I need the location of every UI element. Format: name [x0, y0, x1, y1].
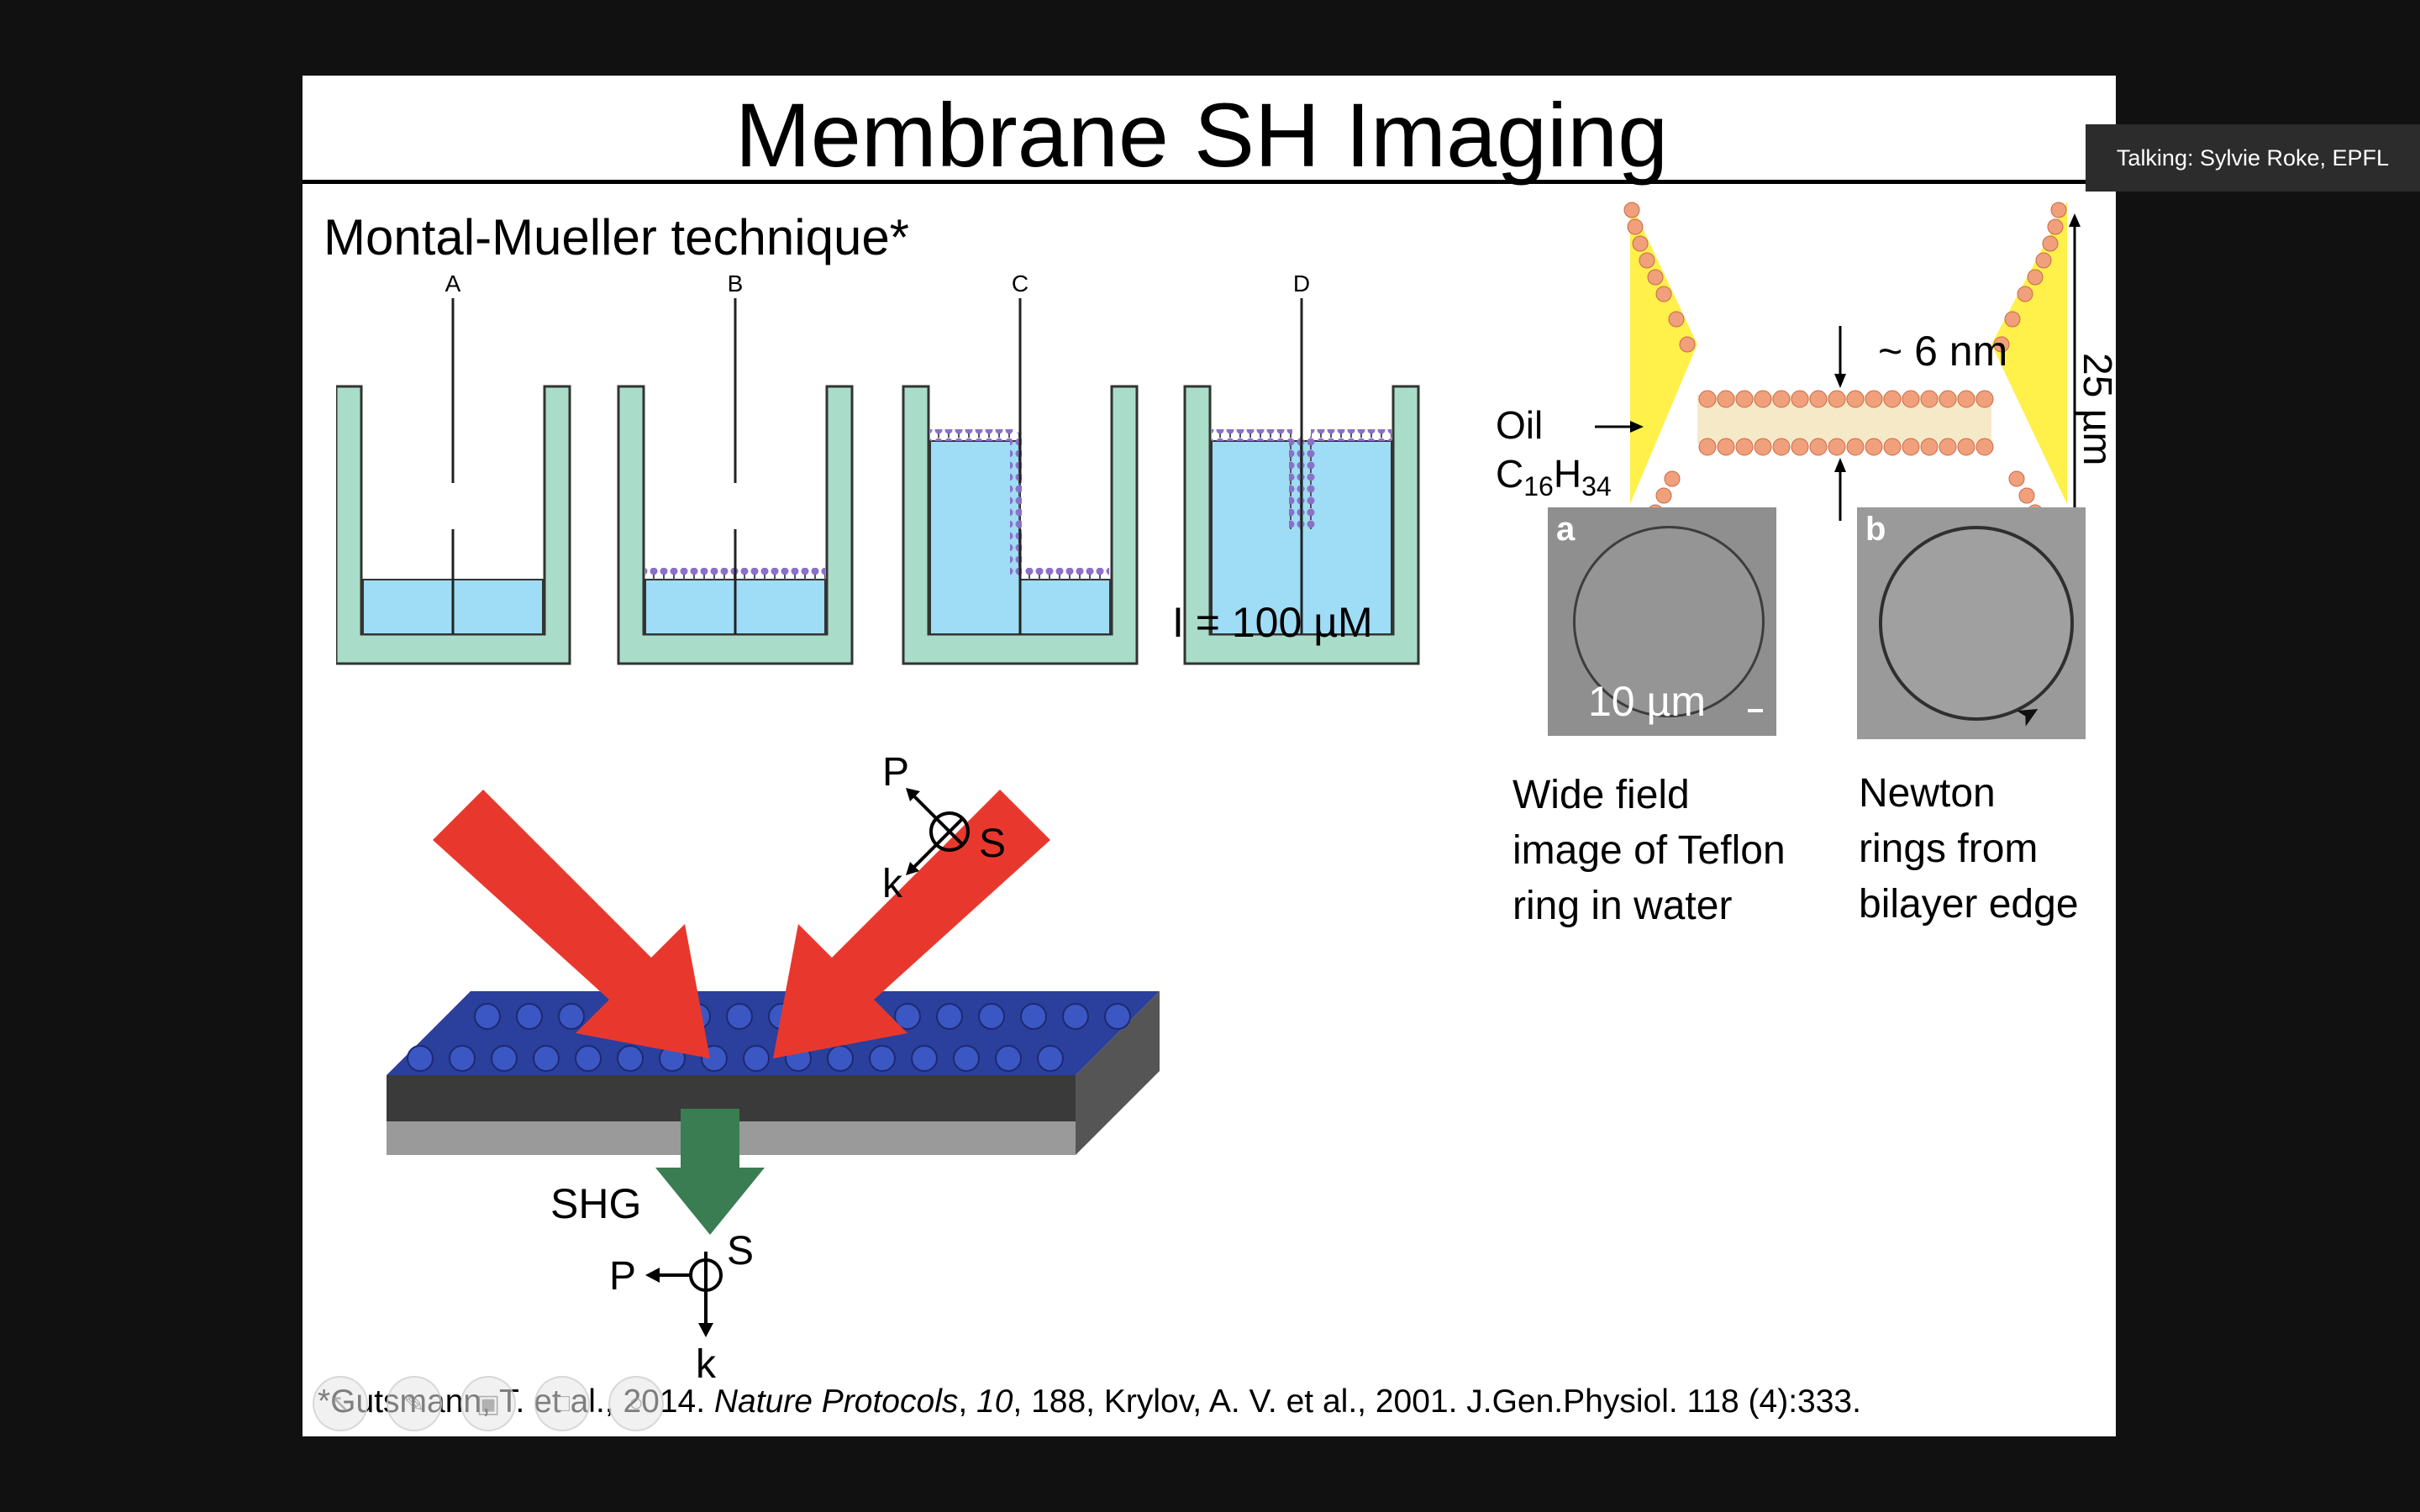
micrograph-a: a 10 µm	[1548, 507, 1776, 736]
pointer-icon[interactable]: ↖	[313, 1376, 368, 1431]
image-icon[interactable]: ▣	[460, 1376, 516, 1431]
title-divider	[302, 180, 2116, 184]
formula-sub-34: 34	[1581, 471, 1612, 501]
footnote-part3: , 188, Krylov, A. V. et al., 2001. J.Gen…	[1013, 1383, 1861, 1420]
caption-wide-field: Wide field image of Teflon ring in water	[1512, 768, 1786, 934]
oil-label: Oil	[1496, 403, 1543, 447]
footnote-volume: 10	[976, 1383, 1013, 1420]
concentration-label: I = 100 µM	[1172, 599, 1373, 646]
k-top-label: k	[882, 862, 903, 906]
chamber-panel-a: A	[336, 273, 571, 665]
active-speaker-indicator: Talking: Sylvie Roke, EPFL	[2086, 124, 2420, 192]
footnote-part2: ,	[958, 1383, 977, 1420]
meeting-top-bar	[0, 0, 2420, 76]
micrograph-a-letter: a	[1556, 511, 1576, 548]
s-top-label: S	[979, 822, 1006, 866]
slide-title: Membrane SH Imaging	[734, 84, 1669, 186]
chamber-diagram: A B C D	[336, 273, 1420, 665]
formula-sub-16: 16	[1523, 471, 1554, 501]
panel-label-a: A	[445, 273, 461, 297]
bilayer-thickness-label: ~ 6 nm	[1878, 328, 2007, 375]
s-bottom-label: S	[727, 1229, 754, 1273]
pen-icon[interactable]: ✎	[387, 1376, 442, 1431]
chamber-panel-d: D	[1183, 273, 1420, 665]
scale-bar	[1748, 709, 1763, 712]
caption-right-line-2: rings from	[1859, 827, 2039, 871]
caption-left-line-1: Wide field	[1512, 773, 1690, 817]
record-icon[interactable]: ○	[608, 1376, 664, 1431]
annotation-toolbar: ↖ ✎ ▣ □ ○	[313, 1376, 664, 1431]
chamber-panel-c: C	[902, 273, 1139, 665]
caption-right-line-1: Newton	[1859, 771, 1996, 816]
k-bottom-label: k	[696, 1342, 717, 1386]
p-bottom-label: P	[609, 1254, 636, 1299]
panel-label-b: B	[728, 273, 744, 297]
shg-label: SHG	[550, 1180, 641, 1227]
panel-label-d: D	[1293, 273, 1310, 297]
caption-right-line-3: bilayer edge	[1859, 882, 2079, 927]
chat-icon[interactable]: □	[534, 1376, 590, 1431]
bilayer-schematic: ~ 6 nm Oil C16H34 25 µm	[1496, 202, 2116, 576]
chamber-panel-b: B	[617, 273, 854, 665]
shg-diagram: SHG P S k P S k	[387, 750, 1160, 1386]
formula-h: H	[1554, 452, 1581, 496]
caption-newton-rings: Newton rings from bilayer edge	[1859, 766, 2079, 932]
footnote-journal: Nature Protocols	[713, 1383, 959, 1420]
meeting-bottom-bar	[0, 1436, 2420, 1512]
panel-label-c: C	[1012, 273, 1028, 297]
technique-heading: Montal-Mueller technique*	[324, 209, 910, 265]
shared-slide: Membrane SH Imaging Montal-Mueller techn…	[302, 76, 2116, 1436]
caption-left-line-2: image of Teflon	[1512, 828, 1786, 873]
micrograph-b-letter: b	[1865, 511, 1886, 548]
micrograph-a-scale: 10 µm	[1588, 678, 1706, 725]
side-dimension-label: 25 µm	[2075, 353, 2116, 465]
caption-left-line-3: ring in water	[1512, 884, 1733, 928]
p-top-label: P	[882, 750, 909, 795]
oil-formula: C16H34	[1496, 452, 1612, 501]
micrograph-b: b ➤	[1857, 507, 2086, 739]
formula-c: C	[1496, 452, 1523, 496]
